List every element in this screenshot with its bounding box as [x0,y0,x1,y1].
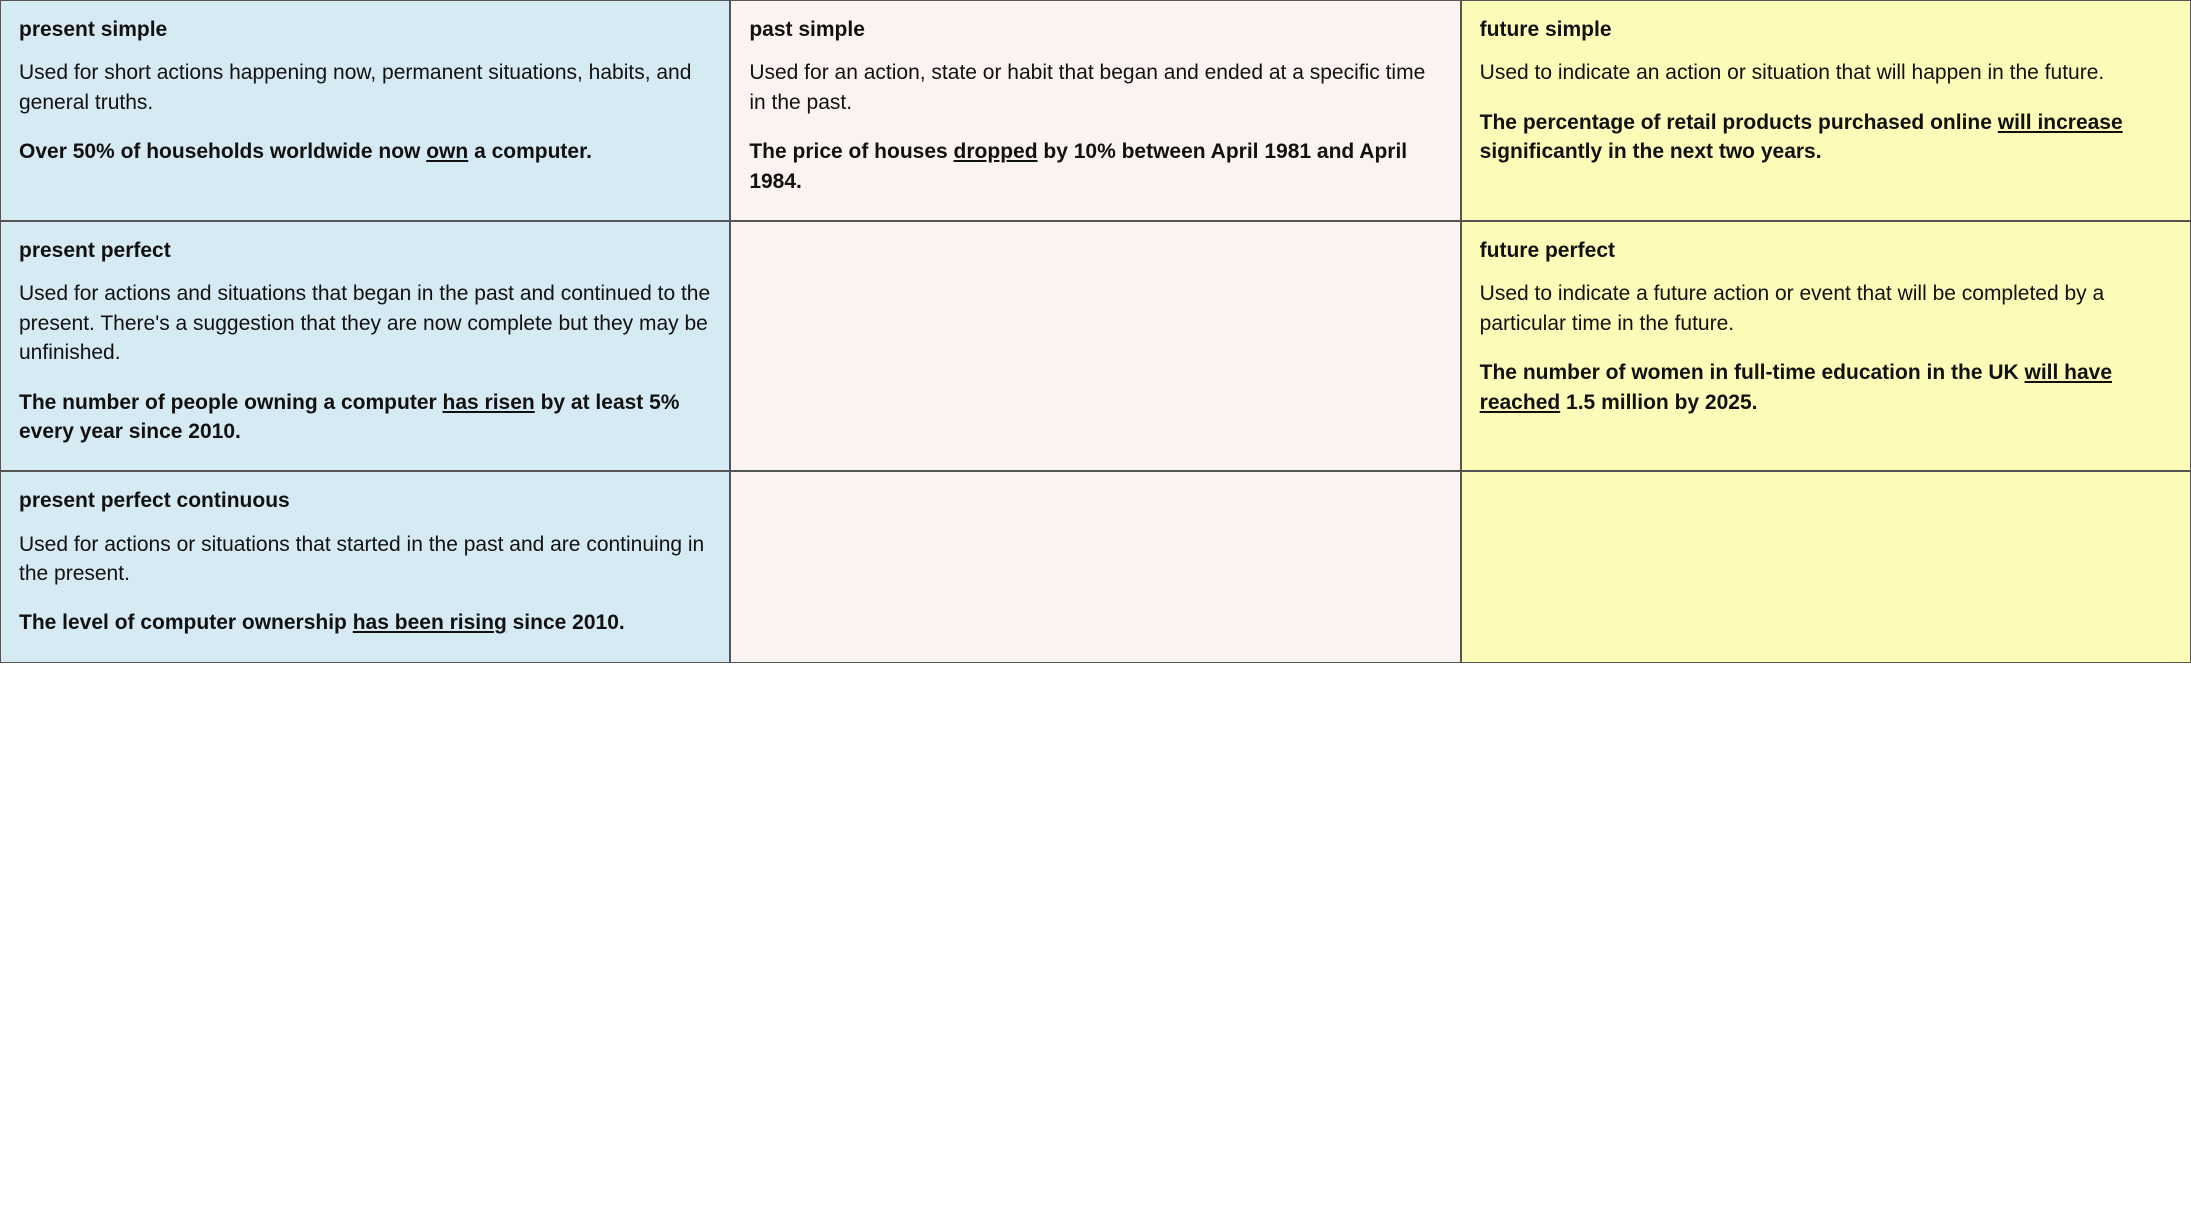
cell-description: Used to indicate an action or situation … [1480,58,2172,87]
cell-present-perfect: present perfect Used for actions and sit… [0,221,730,471]
cell-future-simple: future simple Used to indicate an action… [1461,0,2191,221]
cell-title: present perfect continuous [19,486,711,515]
example-post: 1.5 million by 2025. [1560,391,1757,414]
example-underline: has risen [443,391,535,414]
cell-description: Used for actions or situations that star… [19,530,711,589]
cell-future-continuous-empty [1461,471,2191,663]
cell-example: The level of computer ownership has been… [19,608,711,637]
example-pre: The level of computer ownership [19,611,353,634]
cell-title: future simple [1480,15,2172,44]
example-post: significantly in the next two years. [1480,140,1822,163]
example-underline: has been rising [353,611,507,634]
example-post: since 2010. [507,611,625,634]
cell-title: present simple [19,15,711,44]
cell-past-simple: past simple Used for an action, state or… [730,0,1460,221]
example-underline: will increase [1998,111,2123,134]
example-underline: dropped [954,140,1038,163]
example-post: a computer. [468,140,592,163]
cell-title: present perfect [19,236,711,265]
cell-past-continuous-empty [730,471,1460,663]
cell-example: The number of women in full-time educati… [1480,358,2172,417]
example-pre: The price of houses [749,140,953,163]
cell-title: past simple [749,15,1441,44]
example-pre: The percentage of retail products purcha… [1480,111,1998,134]
cell-past-perfect-empty [730,221,1460,471]
example-underline: own [426,140,468,163]
cell-example: Over 50% of households worldwide now own… [19,137,711,166]
cell-example: The percentage of retail products purcha… [1480,108,2172,167]
cell-example: The price of houses dropped by 10% betwe… [749,137,1441,196]
cell-description: Used for an action, state or habit that … [749,58,1441,117]
cell-future-perfect: future perfect Used to indicate a future… [1461,221,2191,471]
tense-table: present simple Used for short actions ha… [0,0,2191,663]
cell-example: The number of people owning a computer h… [19,388,711,447]
cell-present-simple: present simple Used for short actions ha… [0,0,730,221]
example-pre: Over 50% of households worldwide now [19,140,426,163]
example-pre: The number of women in full-time educati… [1480,361,2025,384]
cell-description: Used for actions and situations that beg… [19,279,711,367]
cell-title: future perfect [1480,236,2172,265]
cell-present-perfect-continuous: present perfect continuous Used for acti… [0,471,730,663]
cell-description: Used to indicate a future action or even… [1480,279,2172,338]
example-pre: The number of people owning a computer [19,391,443,414]
cell-description: Used for short actions happening now, pe… [19,58,711,117]
